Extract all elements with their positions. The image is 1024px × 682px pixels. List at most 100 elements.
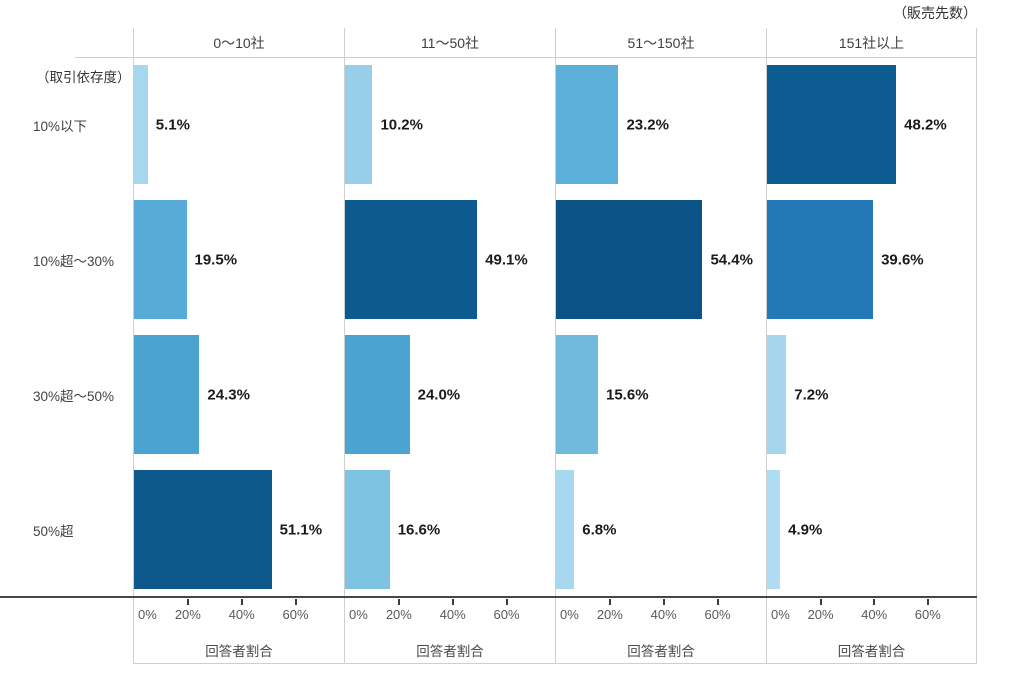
panel-x-axis: 0% 20% 40% 60% xyxy=(345,599,555,627)
y-axis-title: （取引依存度） xyxy=(36,70,131,85)
bar-panel3-row4 xyxy=(767,470,781,589)
bar-panel0-row1 xyxy=(134,65,148,184)
bar-band: 49.1% xyxy=(345,192,555,327)
bar-band: 7.2% xyxy=(767,327,976,462)
panel-plot: 48.2% 39.6% 7.2% 4.9% xyxy=(767,57,976,597)
panel-title: 0〜10社 xyxy=(213,34,265,51)
bar-value-label: 5.1% xyxy=(155,116,190,133)
x-tick-mark xyxy=(397,599,400,605)
bar-band: 48.2% xyxy=(767,57,976,192)
panel-title: 51〜150社 xyxy=(627,34,695,51)
bar-panel2-row2 xyxy=(556,200,703,319)
x-tick-mark xyxy=(240,599,243,605)
bar-value-label: 54.4% xyxy=(710,251,753,268)
x-tick-label: 60% xyxy=(914,607,941,622)
bar-panel1-row3 xyxy=(345,335,410,454)
bar-panel1-row2 xyxy=(345,200,478,319)
bar-value-label: 4.9% xyxy=(788,521,823,538)
x-tick-label: 60% xyxy=(704,607,731,622)
x-tick-mark xyxy=(608,599,611,605)
bar-band: 10.2% xyxy=(345,57,555,192)
header-separator-line xyxy=(75,57,977,58)
panel-151plus: 151社以上 48.2% 39.6% 7.2% 4.9% 0% 20% 40% 60% 回答… xyxy=(766,28,977,663)
x-tick-mark xyxy=(926,599,929,605)
bar-band: 24.3% xyxy=(134,327,344,462)
bar-value-label: 39.6% xyxy=(881,251,924,268)
bar-panel3-row2 xyxy=(767,200,874,319)
bar-panel1-row1 xyxy=(345,65,373,184)
x-tick-label: 20% xyxy=(807,607,834,622)
x-tick-mark xyxy=(662,599,665,605)
x-tick-label: 0% xyxy=(138,607,157,622)
panel-plot: 5.1% 19.5% 24.3% 51.1% xyxy=(134,57,344,597)
bar-panel0-row2 xyxy=(134,200,187,319)
x-tick-label: 20% xyxy=(174,607,201,622)
x-tick-mark xyxy=(505,599,508,605)
panel-51-150: 51〜150社 23.2% 54.4% 15.6% 6.8% 0% 20% 40% 60% … xyxy=(555,28,766,663)
bar-value-label: 24.3% xyxy=(207,386,250,403)
row-label-1: 10%以下 xyxy=(33,118,88,134)
bar-panel0-row4 xyxy=(134,470,272,589)
bar-panel2-row1 xyxy=(556,65,619,184)
bar-band: 4.9% xyxy=(767,462,976,597)
bar-band: 19.5% xyxy=(134,192,344,327)
x-tick-label: 20% xyxy=(385,607,412,622)
x-tick-label: 40% xyxy=(650,607,677,622)
bar-value-label: 23.2% xyxy=(626,116,669,133)
bar-value-label: 10.2% xyxy=(380,116,423,133)
bar-value-label: 48.2% xyxy=(904,116,947,133)
panel-plot: 10.2% 49.1% 24.0% 16.6% xyxy=(345,57,555,597)
bar-panel2-row3 xyxy=(556,335,598,454)
x-tick-label: 0% xyxy=(560,607,579,622)
x-axis-label: 回答者割合 xyxy=(205,644,273,659)
x-tick-mark xyxy=(819,599,822,605)
x-tick-label: 40% xyxy=(228,607,255,622)
bar-panel3-row3 xyxy=(767,335,787,454)
bar-band: 23.2% xyxy=(556,57,766,192)
bar-value-label: 15.6% xyxy=(606,386,649,403)
panel-11-50: 11〜50社 10.2% 49.1% 24.0% 16.6% 0% 20% 40% 60% … xyxy=(344,28,555,663)
bar-band: 16.6% xyxy=(345,462,555,597)
bar-band: 24.0% xyxy=(345,327,555,462)
bar-value-label: 7.2% xyxy=(794,386,829,403)
bar-band: 39.6% xyxy=(767,192,976,327)
row-label-3: 30%超〜50% xyxy=(33,388,115,404)
bar-panel1-row4 xyxy=(345,470,390,589)
x-tick-label: 60% xyxy=(282,607,309,622)
bar-value-label: 6.8% xyxy=(582,521,617,538)
panel-x-axis: 0% 20% 40% 60% xyxy=(556,599,766,627)
x-tick-label: 40% xyxy=(439,607,466,622)
bar-band: 51.1% xyxy=(134,462,344,597)
x-tick-mark xyxy=(186,599,189,605)
facet-axis-title: （販売先数） xyxy=(893,5,977,21)
bar-value-label: 19.5% xyxy=(194,251,238,268)
bar-band: 6.8% xyxy=(556,462,766,597)
x-tick-label: 0% xyxy=(349,607,368,622)
bottom-border-line xyxy=(133,663,977,664)
panel-plot: 23.2% 54.4% 15.6% 6.8% xyxy=(556,57,766,597)
row-label-4: 50%超 xyxy=(33,523,74,539)
bar-band: 5.1% xyxy=(134,57,344,192)
bar-band: 15.6% xyxy=(556,327,766,462)
x-tick-mark xyxy=(294,599,297,605)
bar-value-label: 51.1% xyxy=(279,521,323,538)
x-tick-mark xyxy=(451,599,454,605)
bar-band: 54.4% xyxy=(556,192,766,327)
x-tick-mark xyxy=(873,599,876,605)
x-tick-label: 20% xyxy=(596,607,623,622)
bar-value-label: 49.1% xyxy=(485,251,528,268)
x-tick-label: 0% xyxy=(771,607,790,622)
bar-panel2-row4 xyxy=(556,470,575,589)
bar-panel3-row1 xyxy=(767,65,897,184)
x-tick-label: 60% xyxy=(493,607,520,622)
x-tick-mark xyxy=(716,599,719,605)
bar-panel0-row3 xyxy=(134,335,200,454)
row-label-column: 10%以下 10%超〜30% 30%超〜50% 50%超 xyxy=(0,57,133,597)
bar-value-label: 24.0% xyxy=(417,386,461,403)
panel-0-10: 0〜10社 5.1% 19.5% 24.3% 51.1% 0% 20% 40% 60% 回答… xyxy=(133,28,344,663)
x-tick-label: 40% xyxy=(861,607,888,622)
panel-title: 151社以上 xyxy=(838,34,905,51)
panel-title: 11〜50社 xyxy=(420,34,480,51)
x-axis-label: 回答者割合 xyxy=(837,644,906,659)
